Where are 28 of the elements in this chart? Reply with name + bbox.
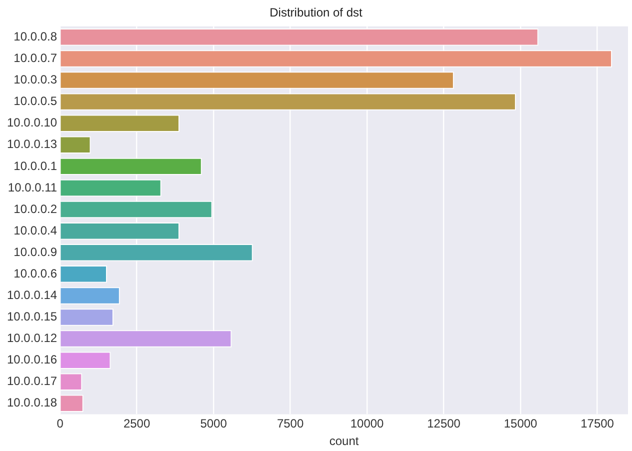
chart-title: Distribution of dst bbox=[270, 6, 364, 20]
x-axis-title: count bbox=[329, 434, 360, 448]
y-tick-label: 10.0.0.9 bbox=[14, 244, 58, 259]
x-tick-label: 0 bbox=[56, 416, 64, 431]
x-tick-label: 7500 bbox=[276, 416, 304, 431]
x-tick-label: 2500 bbox=[123, 416, 150, 431]
y-tick-label: 10.0.0.4 bbox=[14, 223, 58, 238]
x-tick-label: 15000 bbox=[504, 416, 538, 431]
y-tick-label: 10.0.0.11 bbox=[8, 180, 58, 194]
x-tick-label: 5000 bbox=[200, 416, 228, 431]
x-tick-label: 10000 bbox=[350, 416, 384, 431]
y-tick-label: 10.0.0.17 bbox=[7, 374, 58, 388]
y-tick-label: 10.0.0.12 bbox=[7, 331, 58, 346]
y-tick-label: 10.0.0.18 bbox=[7, 396, 58, 410]
y-tick-label: 10.0.0.15 bbox=[7, 310, 58, 324]
y-tick-label: 10.0.0.7 bbox=[14, 51, 58, 66]
y-tick-label: 10.0.0.5 bbox=[14, 94, 58, 108]
y-tick-label: 10.0.0.3 bbox=[14, 72, 58, 87]
y-tick-label: 10.0.0.13 bbox=[7, 137, 58, 152]
y-tick-label: 10.0.0.10 bbox=[7, 116, 58, 130]
y-tick-label: 10.0.0.2 bbox=[14, 202, 58, 216]
y-tick-label: 10.0.0.8 bbox=[14, 29, 58, 44]
y-tick-label: 10.0.0.14 bbox=[7, 288, 58, 302]
x-tick-label: 17500 bbox=[580, 416, 614, 431]
y-tick-label: 10.0.0.16 bbox=[7, 352, 58, 367]
y-tick-label: 10.0.0.1 bbox=[14, 158, 58, 173]
y-tick-label: 10.0.0.6 bbox=[14, 266, 58, 280]
x-tick-label: 12500 bbox=[427, 416, 461, 431]
